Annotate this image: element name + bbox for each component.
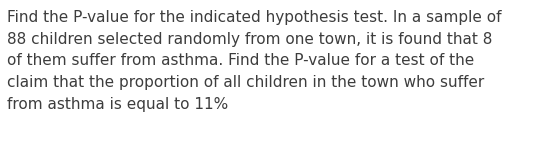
Text: Find the P-value for the indicated hypothesis test. In a sample of
88 children s: Find the P-value for the indicated hypot…	[7, 10, 502, 112]
